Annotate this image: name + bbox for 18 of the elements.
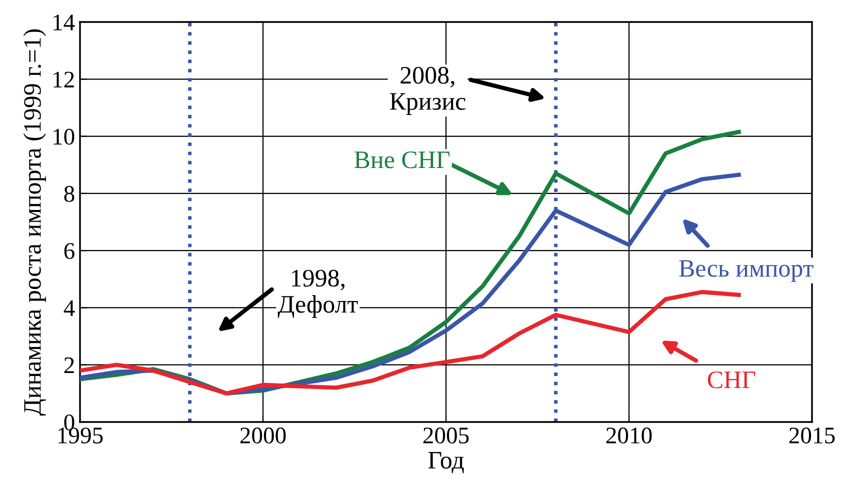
y-tick-label: 6 bbox=[64, 243, 74, 259]
x-tick-label: 2005 bbox=[423, 428, 469, 444]
y-tick-label: 8 bbox=[64, 186, 74, 202]
x-tick-label: 2010 bbox=[606, 428, 652, 444]
x-tick-label: 2000 bbox=[240, 428, 286, 444]
x-axis-title: Год bbox=[428, 452, 464, 474]
text: СНГ bbox=[708, 371, 756, 388]
legend-label: Весь импорт bbox=[679, 260, 814, 282]
y-tick-label: 10 bbox=[54, 128, 74, 145]
y-tick-label: 2 bbox=[64, 357, 74, 374]
x-tick-label: 2015 bbox=[789, 428, 835, 444]
y-tick-label: 12 bbox=[54, 72, 74, 88]
y-tick-label: 14 bbox=[54, 14, 75, 30]
y-tick-label: 4 bbox=[64, 300, 75, 316]
y-axis-title: Динамика роста импорта (1999 г.=1) bbox=[23, 29, 46, 416]
text: Вне СНГ bbox=[354, 151, 450, 168]
annotation: 2008, Кризис bbox=[390, 66, 466, 115]
annotation: 1998, Дефолт bbox=[278, 270, 358, 318]
